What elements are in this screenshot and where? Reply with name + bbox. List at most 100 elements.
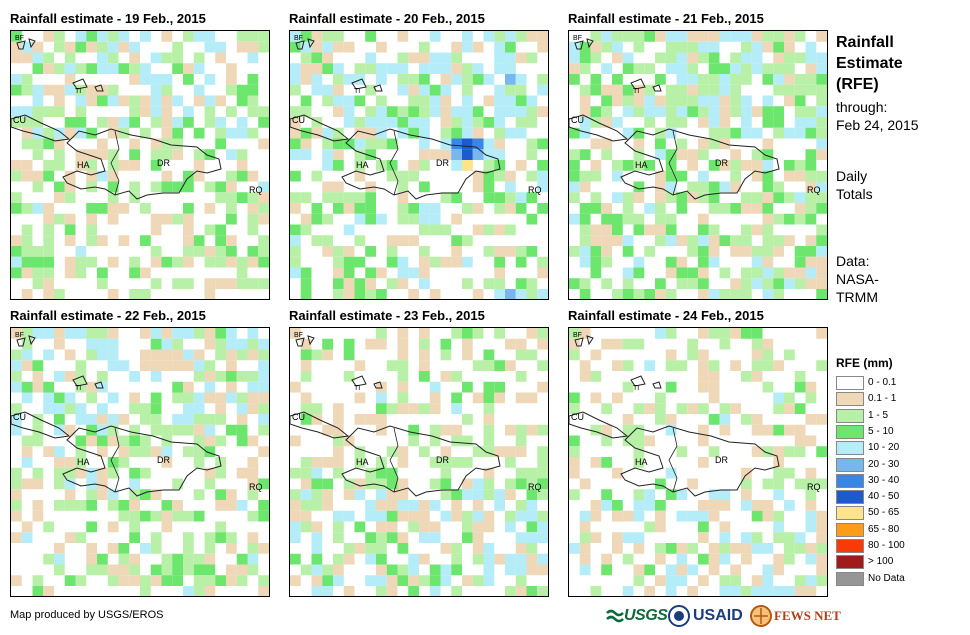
- rainfall-cell: [429, 213, 441, 225]
- rainfall-cell: [97, 41, 108, 53]
- rainfall-cell: [247, 224, 259, 236]
- rainfall-cell: [665, 31, 677, 42]
- rainfall-cell: [569, 543, 580, 554]
- rainfall-cell: [665, 160, 677, 171]
- rainfall-cell: [226, 149, 237, 160]
- rainfall-cell: [408, 521, 419, 533]
- rainfall-cell: [64, 170, 76, 182]
- rainfall-cell: [204, 424, 216, 436]
- rainfall-cell: [708, 414, 720, 425]
- rainfall-cell: [569, 403, 580, 414]
- rainfall-cell: [419, 213, 430, 225]
- rainfall-cell: [644, 63, 655, 74]
- rainfall-cell: [590, 84, 602, 96]
- rainfall-cell: [633, 95, 645, 107]
- rainfall-cell: [54, 95, 65, 107]
- rainfall-cell: [107, 521, 119, 533]
- rainfall-cell: [354, 446, 366, 457]
- rainfall-cell: [290, 192, 301, 203]
- rainfall-cell: [258, 478, 269, 490]
- rainfall-cell: [150, 224, 162, 236]
- rainfall-cell: [805, 192, 817, 203]
- rainfall-cell: [622, 213, 634, 225]
- rainfall-map-24feb: BF TI CU HA DR RQ: [568, 327, 828, 597]
- rainfall-cell: [193, 170, 205, 182]
- rainfall-cell: [622, 31, 634, 42]
- rainfall-cell: [64, 63, 76, 74]
- rainfall-cell: [129, 160, 140, 171]
- rainfall-cell: [719, 328, 731, 339]
- panel-title-23feb: Rainfall estimate - 23 Feb., 2015: [289, 308, 485, 323]
- rainfall-cell: [365, 267, 376, 279]
- rainfall-cell: [21, 289, 33, 299]
- rainfall-cell: [569, 246, 580, 257]
- rainfall-cell: [64, 117, 76, 128]
- rainfall-cell: [258, 586, 269, 596]
- rainfall-cell: [505, 564, 516, 576]
- rainfall-cell: [698, 256, 709, 268]
- rainfall-cell: [633, 267, 645, 279]
- rainfall-cell: [354, 489, 366, 500]
- rainfall-cell: [183, 235, 194, 246]
- rainfall-cell: [300, 349, 312, 361]
- rainfall-cell: [773, 117, 784, 128]
- island-coastline: [574, 40, 584, 50]
- rainfall-cell: [687, 95, 698, 107]
- rainfall-cell: [129, 403, 140, 414]
- rainfall-cell: [622, 289, 634, 299]
- rainfall-cell: [376, 510, 387, 522]
- rainfall-cell: [118, 360, 130, 371]
- rainfall-cell: [21, 74, 33, 85]
- rainfall-cell: [172, 381, 183, 393]
- rainfall-cell: [193, 246, 205, 257]
- rainfall-cell: [537, 467, 548, 479]
- rainfall-cell: [343, 203, 355, 214]
- rainfall-cell: [816, 256, 827, 268]
- rainfall-cell: [107, 289, 119, 299]
- rainfall-cell: [247, 457, 259, 468]
- rainfall-cell: [741, 74, 752, 85]
- rainfall-cell: [204, 586, 216, 596]
- rainfall-cell: [451, 74, 462, 85]
- rainfall-cell: [236, 575, 248, 586]
- rainfall-cell: [676, 138, 688, 150]
- rainfall-cell: [204, 414, 216, 425]
- rainfall-cell: [462, 328, 473, 339]
- rainfall-cell: [698, 521, 709, 533]
- rainfall-cell: [333, 521, 344, 533]
- rainfall-cell: [118, 543, 130, 554]
- rainfall-cell: [333, 267, 344, 279]
- rainfall-cell: [590, 235, 602, 246]
- rainfall-cell: [494, 256, 505, 268]
- rainfall-cell: [805, 381, 817, 393]
- rainfall-cell: [708, 489, 720, 500]
- rainfall-cell: [784, 84, 795, 96]
- rainfall-cell: [376, 127, 387, 139]
- map-label-ti: TI: [354, 385, 360, 392]
- rainfall-cell: [816, 360, 827, 371]
- map-label-rq: RQ: [528, 185, 542, 195]
- rainfall-cell: [365, 414, 376, 425]
- rainfall-cell: [247, 338, 259, 350]
- rainfall-cell: [590, 532, 602, 543]
- rainfall-cell: [322, 500, 333, 511]
- rainfall-cell: [655, 478, 666, 490]
- rainfall-cell: [762, 424, 774, 436]
- data-source-line2: NASA-: [836, 271, 879, 287]
- rainfall-cell: [579, 213, 591, 225]
- through-block: through: Feb 24, 2015: [836, 98, 919, 134]
- rainfall-cell: [129, 500, 140, 511]
- rainfall-cell: [665, 575, 677, 586]
- rainfall-cell: [784, 192, 795, 203]
- rainfall-cell: [64, 224, 76, 236]
- rainfall-cell: [579, 224, 591, 236]
- legend-swatch: [836, 376, 864, 390]
- rainfall-cell: [773, 360, 784, 371]
- rainfall-cell: [429, 95, 441, 107]
- rainfall-cell: [590, 74, 602, 85]
- rainfall-cell: [118, 117, 130, 128]
- rainfall-cell: [451, 63, 462, 74]
- rainfall-cell: [64, 403, 76, 414]
- rainfall-cell: [43, 392, 54, 404]
- rainfall-cell: [601, 63, 612, 74]
